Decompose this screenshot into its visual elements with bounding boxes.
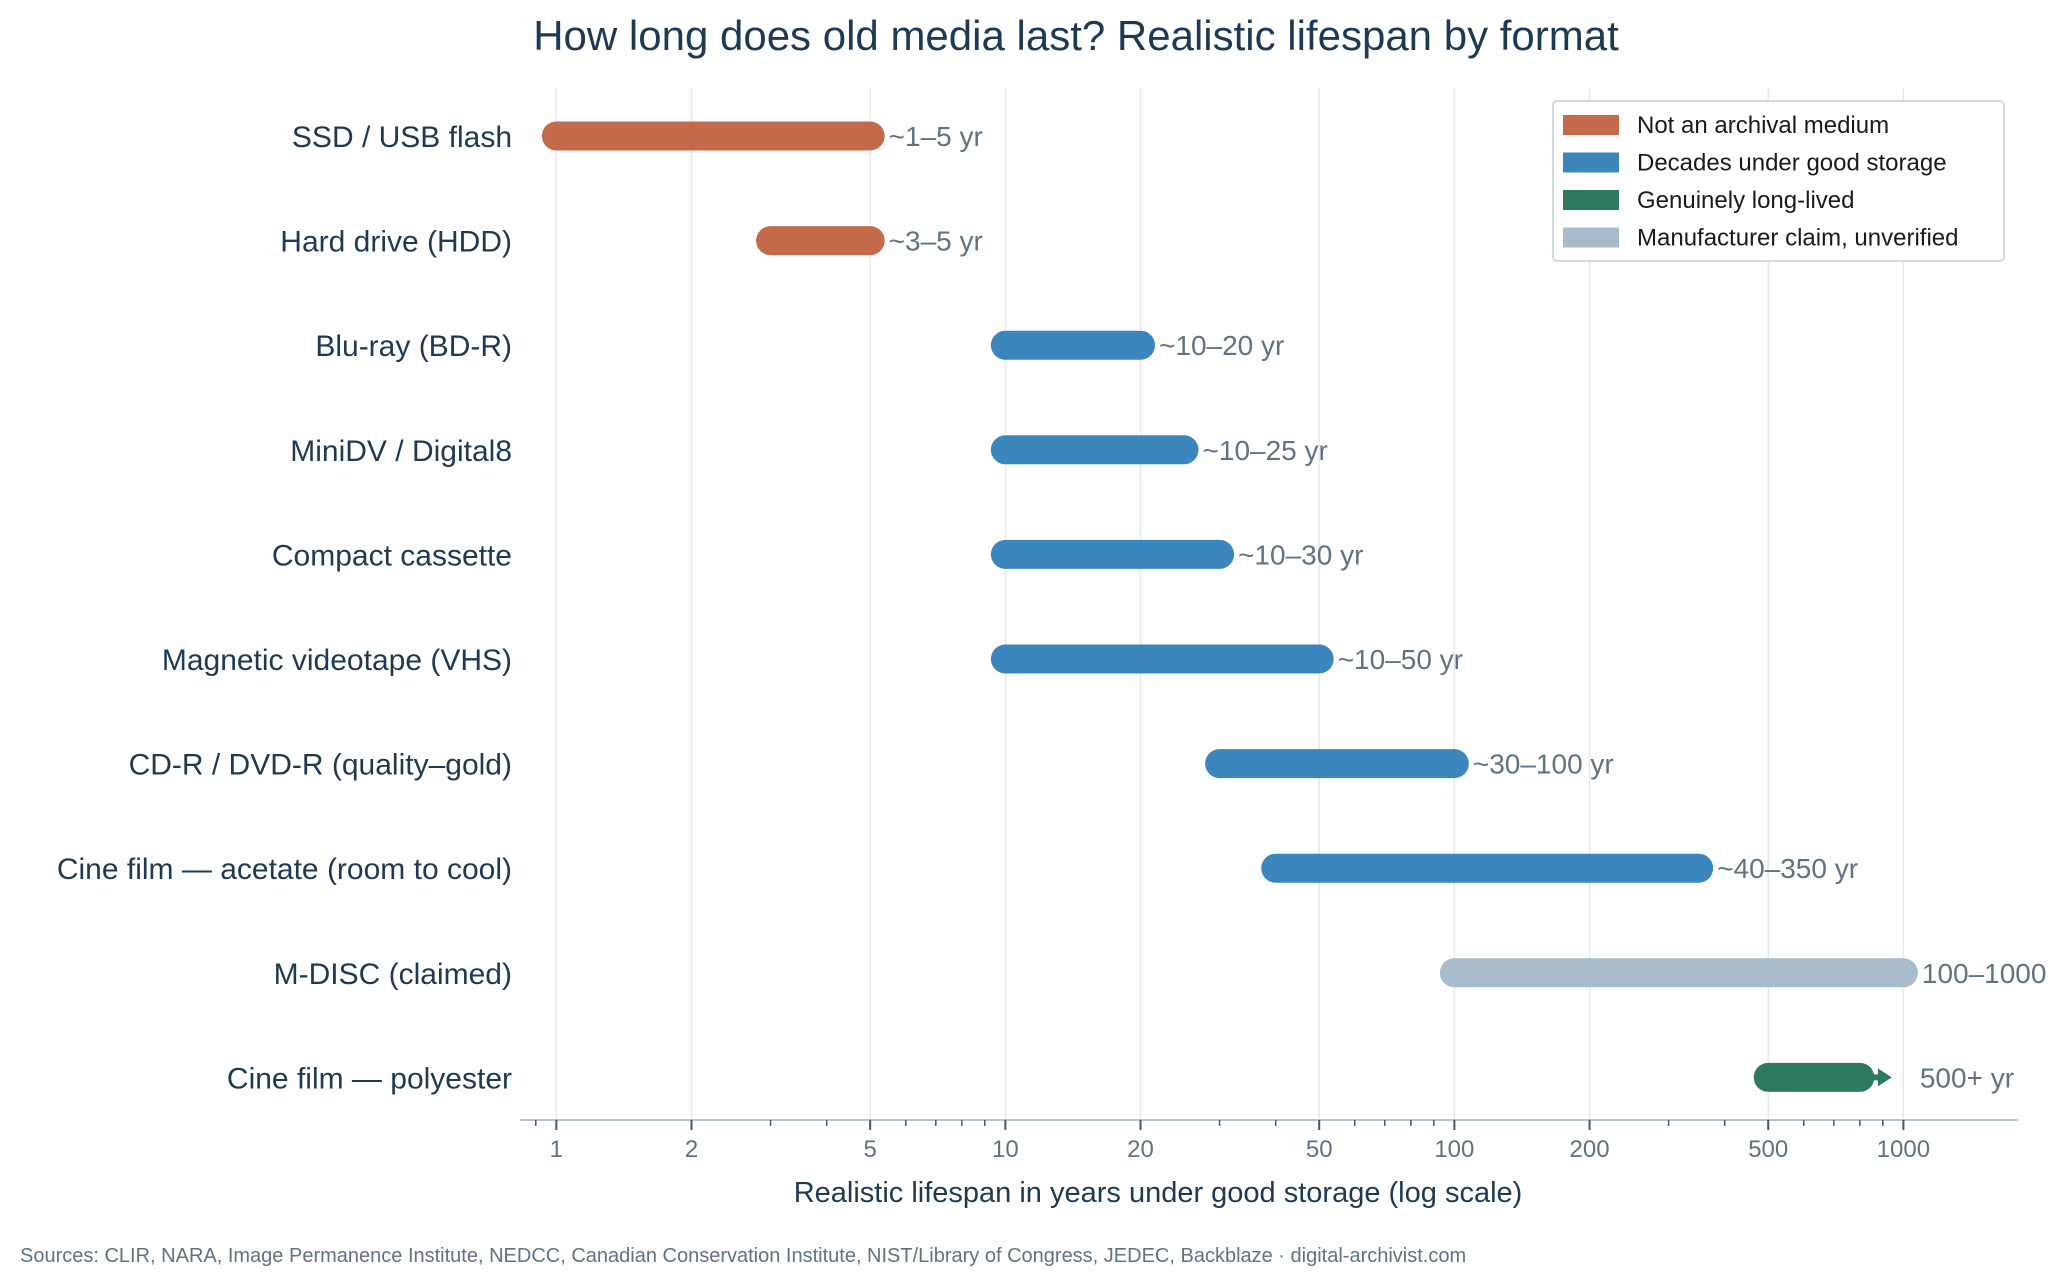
legend-label: Manufacturer claim, unverified xyxy=(1637,225,1958,252)
range-label: ~10–30 yr xyxy=(1238,539,1363,570)
category-label: MiniDV / Digital8 xyxy=(290,435,512,468)
legend-label: Decades under good storage xyxy=(1637,150,1947,177)
category-label: SSD / USB flash xyxy=(292,121,512,154)
range-label: ~3–5 yr xyxy=(889,226,983,257)
category-label: CD-R / DVD-R (quality–gold) xyxy=(129,749,512,782)
arrow-head xyxy=(1877,1068,1892,1087)
category-label: Blu-ray (BD-R) xyxy=(315,330,512,363)
tick-label: 50 xyxy=(1306,1136,1333,1163)
category-label: Hard drive (HDD) xyxy=(280,226,512,259)
legend-swatch xyxy=(1563,152,1619,173)
range-bars: ~1–5 yr ~3–5 yr ~10–20 yr ~10–25 yr ~10–30 y… xyxy=(541,121,2050,1093)
legend-label: Not an archival medium xyxy=(1637,112,1889,139)
legend-box xyxy=(1552,100,2005,262)
category-labels: SSD / USB flash Hard drive (HDD) Blu-ray (… xyxy=(57,121,512,1095)
legend: Not an archival medium Decades under good… xyxy=(1552,100,2005,262)
range-label: 100–1000 yr, claimed xyxy=(1922,958,2050,989)
tick-label: 5 xyxy=(864,1136,877,1163)
tick-label: 500 xyxy=(1748,1136,1788,1163)
range-label: ~10–50 yr xyxy=(1338,644,1463,675)
tick-label: 10 xyxy=(992,1136,1019,1163)
legend-swatch xyxy=(1563,115,1619,135)
tick-label: 2 xyxy=(685,1136,698,1163)
range-label: ~30–100 yr xyxy=(1473,749,1614,780)
range-label: ~40–350 yr xyxy=(1717,853,1858,884)
tick-label: 1000 xyxy=(1877,1136,1930,1163)
range-label: ~1–5 yr xyxy=(889,121,983,152)
legend-swatch xyxy=(1563,227,1619,248)
x-axis: 1 2 5 10 20 50 100 200 500 1000 xyxy=(520,1119,2018,1163)
category-label: Compact cassette xyxy=(272,539,512,572)
range-label: ~10–25 yr xyxy=(1203,435,1328,466)
category-label: Magnetic videotape (VHS) xyxy=(162,644,512,677)
range-label: ~10–20 yr xyxy=(1159,330,1284,361)
source-note: Sources: CLIR, NARA, Image Permanence In… xyxy=(20,1245,1466,1267)
x-axis-title: Realistic lifespan in years under good s… xyxy=(794,1177,1523,1209)
legend-swatch xyxy=(1563,190,1619,210)
tick-label: 20 xyxy=(1127,1136,1154,1163)
tick-label: 100 xyxy=(1434,1136,1474,1163)
tick-label: 200 xyxy=(1570,1136,1610,1163)
gridlines xyxy=(555,88,1905,1120)
chart-title: How long does old media last? Realistic … xyxy=(533,12,1619,59)
category-label: M-DISC (claimed) xyxy=(274,958,512,991)
category-label: Cine film — acetate (room to cool) xyxy=(57,853,512,886)
range-label: 500+ yr xyxy=(1920,1062,2014,1093)
category-label: Cine film — polyester xyxy=(227,1062,512,1095)
legend-label: Genuinely long-lived xyxy=(1637,187,1854,214)
tick-label: 1 xyxy=(550,1136,563,1163)
